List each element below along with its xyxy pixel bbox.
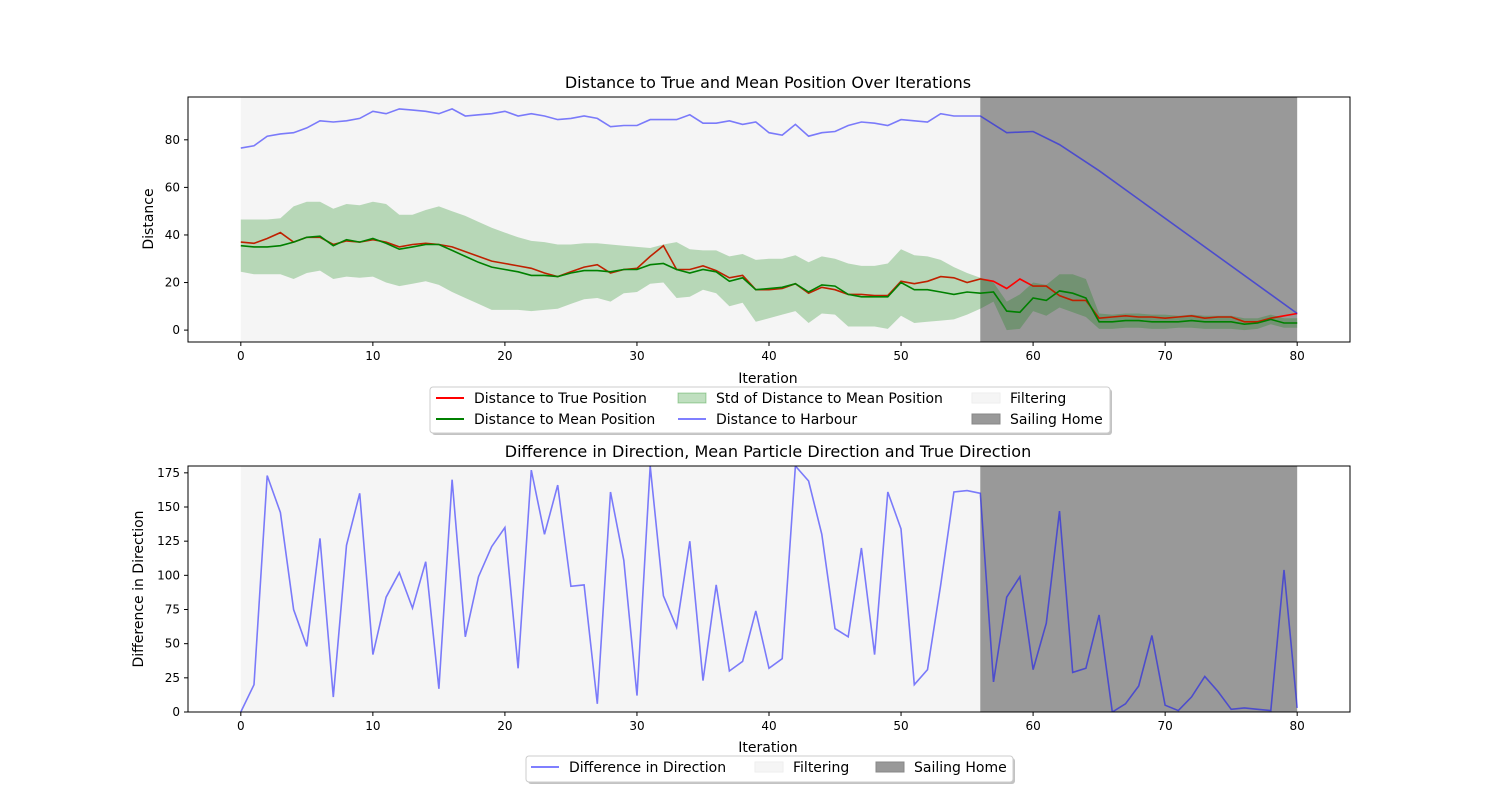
plot-area: 0 10 20 30 40 50 60 70 80 0 25 50 75 100 125 150 175: [157, 465, 1351, 733]
region-filtering: [240, 97, 981, 342]
y-tick-label: 150: [157, 500, 180, 514]
x-tick-label: 50: [893, 349, 908, 363]
x-tick-label: 80: [1290, 719, 1305, 733]
band-std-of-distance-to-mean-position: [240, 201, 1298, 331]
y-tick-label: 25: [165, 671, 180, 685]
region-sailing-home: [980, 97, 1298, 342]
region-filtering: [240, 466, 981, 712]
x-tick-label: 60: [1025, 349, 1040, 363]
x-axis-label: Iteration: [738, 371, 797, 387]
y-tick-label: 0: [172, 323, 180, 337]
legend-label-sailing-home: Sailing Home: [914, 760, 1007, 776]
x-tick-label: 50: [893, 719, 908, 733]
x-tick-label: 0: [237, 349, 245, 363]
chart-title: Difference in Direction, Mean Particle D…: [505, 442, 1031, 461]
region-sailing-home: [980, 466, 1298, 712]
x-tick-label: 10: [365, 349, 380, 363]
line-difference-in-direction: [240, 466, 1298, 712]
legend-swatch-sailing-home: [875, 761, 905, 773]
y-axis-label: Difference in Direction: [131, 510, 147, 667]
plot-contents: [240, 97, 1298, 342]
y-tick-label: 60: [165, 180, 180, 194]
chart-distance: Distance to True and Mean Position Over …: [141, 73, 1351, 435]
x-tick-label: 70: [1157, 349, 1172, 363]
line-distance-to-true-position: [240, 231, 1298, 323]
x-tick-label: 30: [629, 349, 644, 363]
x-tick-label: 10: [365, 719, 380, 733]
legend: Difference in Direction Filtering Sailing …: [525, 755, 1015, 784]
legend-swatch-sailing-home: [971, 413, 1001, 425]
y-tick-label: 100: [157, 568, 180, 582]
legend: Distance to True Position Distance to Mea…: [429, 386, 1112, 435]
x-tick-label: 60: [1025, 719, 1040, 733]
plot-area: 0 10 20 30 40 50 60 70 80 0 20 40 60 80: [165, 96, 1351, 363]
y-axis-label: Distance: [141, 188, 157, 249]
y-tick-label: 80: [165, 133, 180, 147]
plot-contents: [240, 466, 1298, 712]
legend-label-filtering: Filtering: [793, 760, 849, 776]
x-tick-label: 40: [761, 719, 776, 733]
legend-swatch-std-of-distance-to-mean-position: [677, 392, 707, 404]
x-tick-label: 40: [761, 349, 776, 363]
legend-label-sailing-home: Sailing Home: [1010, 412, 1103, 428]
y-tick-label: 125: [157, 534, 180, 548]
legend-box: [429, 386, 1111, 434]
legend-label-distance-to-harbour: Distance to Harbour: [716, 412, 857, 428]
legend-label-distance-to-mean-position: Distance to Mean Position: [474, 412, 655, 428]
legend-label-std-of-distance-to-mean-position: Std of Distance to Mean Position: [716, 391, 943, 407]
y-tick-label: 75: [165, 603, 180, 617]
chart-title: Distance to True and Mean Position Over …: [565, 73, 971, 92]
legend-label-difference-in-direction: Difference in Direction: [569, 760, 726, 776]
legend-swatch-filtering: [971, 392, 1001, 404]
x-axis-label: Iteration: [738, 740, 797, 756]
chart-direction: Difference in Direction, Mean Particle D…: [131, 442, 1351, 784]
x-tick-label: 0: [237, 719, 245, 733]
y-tick-label: 175: [157, 466, 180, 480]
x-tick-label: 20: [497, 719, 512, 733]
x-tick-label: 20: [497, 349, 512, 363]
line-distance-to-harbour: [240, 108, 1298, 315]
y-tick-label: 40: [165, 228, 180, 242]
x-tick-label: 80: [1290, 349, 1305, 363]
legend-label-filtering: Filtering: [1010, 391, 1066, 407]
legend-swatch-filtering: [754, 761, 784, 773]
line-distance-to-mean-position: [240, 235, 1298, 326]
y-tick-label: 50: [165, 637, 180, 651]
x-tick-label: 70: [1157, 719, 1172, 733]
y-tick-label: 20: [165, 276, 180, 290]
x-tick-label: 30: [629, 719, 644, 733]
legend-label-distance-to-true-position: Distance to True Position: [474, 391, 647, 407]
y-tick-label: 0: [172, 705, 180, 719]
